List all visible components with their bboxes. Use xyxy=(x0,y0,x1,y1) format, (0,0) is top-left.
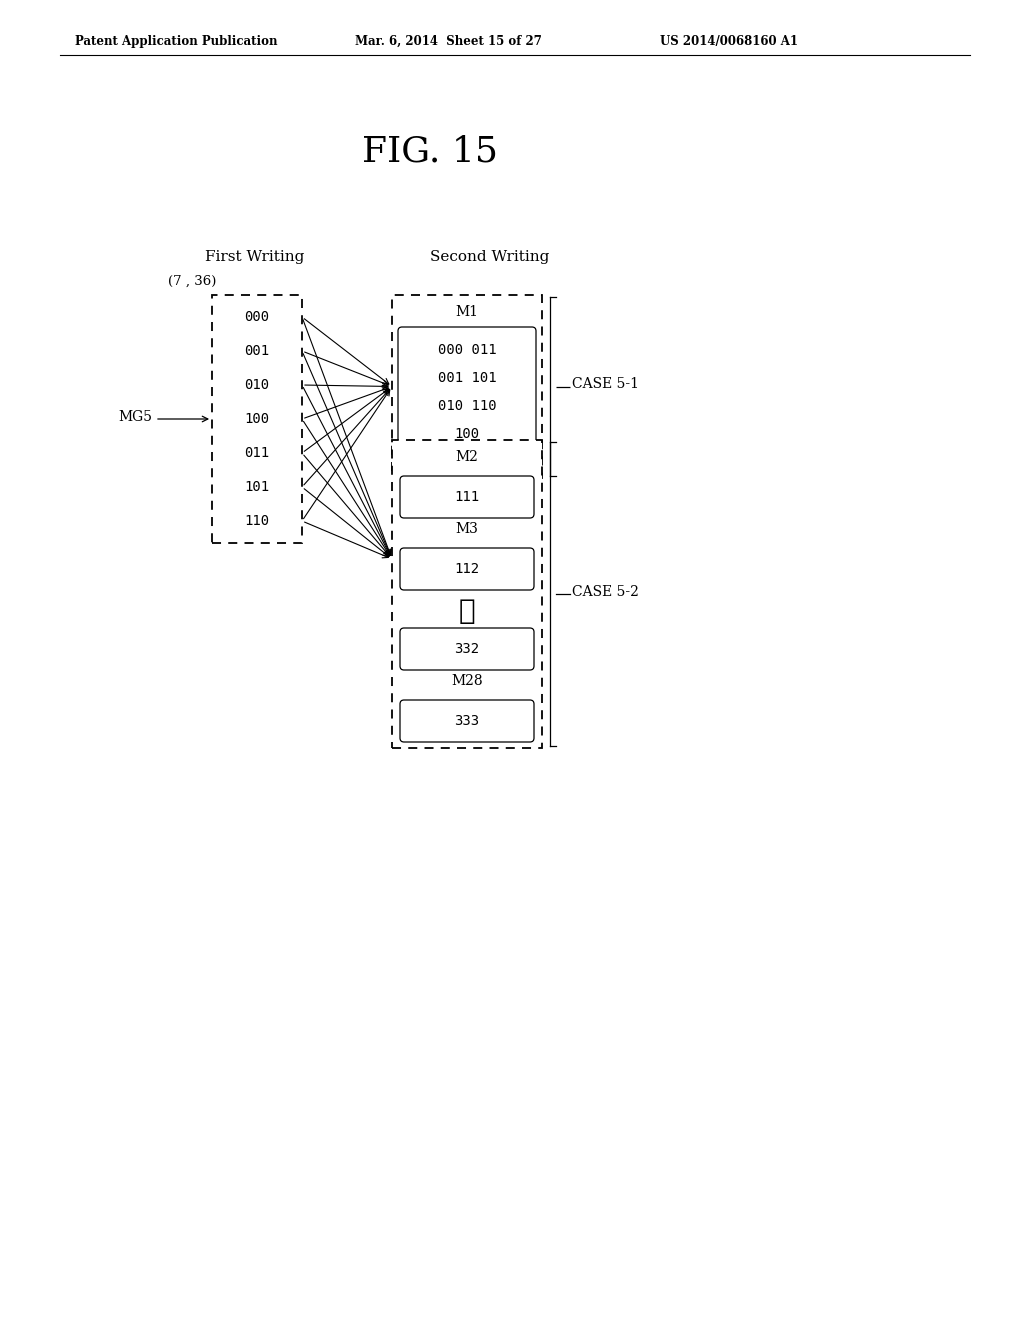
Text: 111: 111 xyxy=(455,490,479,504)
Text: M1: M1 xyxy=(456,305,478,319)
Text: 332: 332 xyxy=(455,642,479,656)
Text: US 2014/0068160 A1: US 2014/0068160 A1 xyxy=(660,36,798,48)
Text: 000 011: 000 011 xyxy=(437,343,497,356)
Text: 101: 101 xyxy=(245,480,269,494)
Text: 110: 110 xyxy=(245,513,269,528)
Text: 100: 100 xyxy=(455,426,479,441)
Text: Mar. 6, 2014  Sheet 15 of 27: Mar. 6, 2014 Sheet 15 of 27 xyxy=(355,36,542,48)
FancyBboxPatch shape xyxy=(212,294,302,543)
FancyBboxPatch shape xyxy=(400,548,534,590)
Text: 333: 333 xyxy=(455,714,479,729)
Text: ⋮: ⋮ xyxy=(459,598,475,624)
Text: 001: 001 xyxy=(245,345,269,358)
Text: First Writing: First Writing xyxy=(206,249,305,264)
Text: M2: M2 xyxy=(456,450,478,465)
Text: 100: 100 xyxy=(245,412,269,426)
FancyBboxPatch shape xyxy=(392,440,542,748)
Text: CASE 5-2: CASE 5-2 xyxy=(572,585,639,599)
Text: 000: 000 xyxy=(245,310,269,323)
Text: 011: 011 xyxy=(245,446,269,459)
FancyBboxPatch shape xyxy=(398,327,536,463)
Text: FIG. 15: FIG. 15 xyxy=(362,135,498,169)
Text: M3: M3 xyxy=(456,521,478,536)
FancyBboxPatch shape xyxy=(392,294,542,478)
FancyBboxPatch shape xyxy=(400,700,534,742)
Text: M28: M28 xyxy=(452,675,482,688)
Text: CASE 5-1: CASE 5-1 xyxy=(572,378,639,392)
Text: MG5: MG5 xyxy=(118,411,152,424)
Text: 112: 112 xyxy=(455,562,479,576)
FancyBboxPatch shape xyxy=(400,477,534,517)
Text: Patent Application Publication: Patent Application Publication xyxy=(75,36,278,48)
Text: 010 110: 010 110 xyxy=(437,399,497,413)
Text: 010: 010 xyxy=(245,378,269,392)
Text: 001 101: 001 101 xyxy=(437,371,497,385)
Text: Second Writing: Second Writing xyxy=(430,249,550,264)
FancyBboxPatch shape xyxy=(400,628,534,671)
Text: (7 , 36): (7 , 36) xyxy=(168,275,216,288)
